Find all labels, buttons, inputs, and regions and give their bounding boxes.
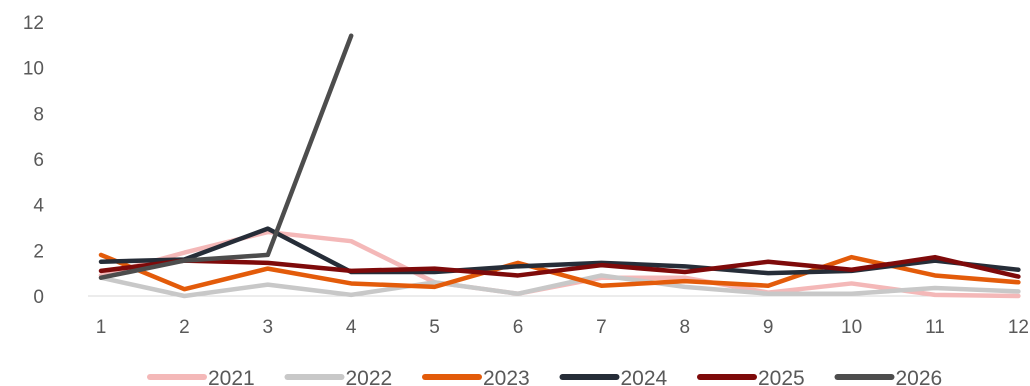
x-tick-label: 4 [346,317,357,338]
x-tick-label: 3 [263,317,274,338]
legend-label-2026: 2026 [896,367,943,386]
x-tick-label: 10 [841,317,862,338]
series-line-2025 [98,254,1021,279]
x-tick-label: 8 [680,317,691,338]
legend-label-2022: 2022 [346,367,393,386]
x-tick-label: 5 [429,317,440,338]
y-tick-label: 10 [23,59,44,80]
series-line-2026 [98,33,354,280]
legend-label-2025: 2025 [758,367,805,386]
x-tick-label: 11 [925,317,945,338]
y-tick-label: 6 [33,150,44,171]
series-line-2022 [98,273,1021,299]
y-tick-label: 2 [33,241,44,262]
series-lines [98,33,1021,299]
x-tick-label: 9 [763,317,774,338]
legend-label-2024: 2024 [621,367,668,386]
y-tick-label: 12 [23,13,44,34]
legend-label-2023: 2023 [483,367,530,386]
x-axis-tick-labels: 1 2 3 4 5 6 7 8 9 10 11 12 [96,317,1029,338]
x-tick-label: 1 [96,317,107,338]
x-tick-label: 7 [596,317,607,338]
y-axis-tick-labels: 0 2 4 6 8 10 12 [23,13,45,308]
legend-label-2021: 2021 [208,367,255,386]
y-tick-label: 0 [33,287,44,308]
legend: 2021 2022 2023 2024 2025 2026 [147,367,943,386]
x-tick-label: 12 [1008,317,1029,338]
y-tick-label: 4 [33,196,44,217]
series-line-2023 [98,252,1021,292]
y-tick-label: 8 [33,104,44,125]
x-tick-label: 2 [179,317,190,338]
x-tick-label: 6 [513,317,524,338]
